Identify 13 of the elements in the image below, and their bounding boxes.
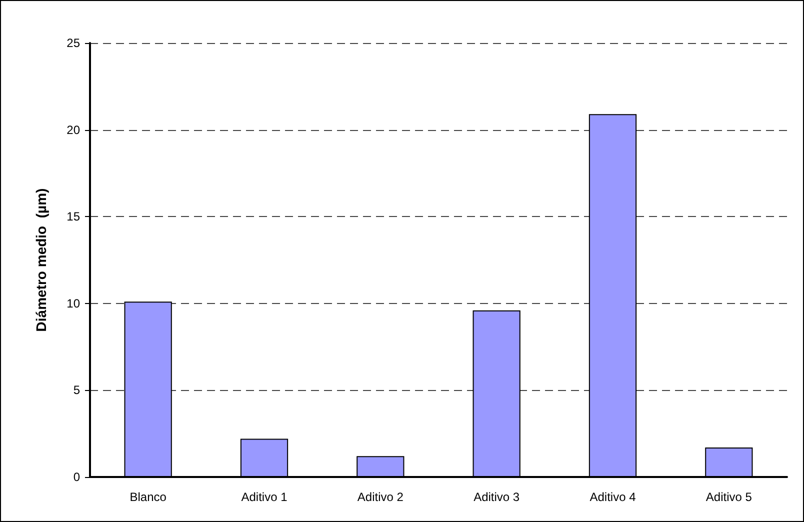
y-tick-label: 10 (66, 296, 80, 310)
y-tick-label: 15 (66, 210, 80, 224)
y-tick-label: 0 (73, 470, 80, 484)
x-tick-label: Aditivo 4 (590, 490, 636, 504)
y-tick-label: 5 (73, 383, 80, 398)
x-tick-label: Aditivo 1 (241, 490, 288, 504)
x-tick-label: Aditivo 5 (706, 490, 752, 504)
y-tick-label: 25 (66, 36, 80, 50)
x-tick-label: Aditivo 2 (357, 490, 404, 504)
y-axis-title: Diámetro medio (µm) (33, 188, 49, 332)
x-tick-label: Blanco (130, 490, 167, 504)
x-tick-label: Aditivo 3 (474, 490, 520, 504)
y-tick-label: 20 (66, 122, 80, 137)
